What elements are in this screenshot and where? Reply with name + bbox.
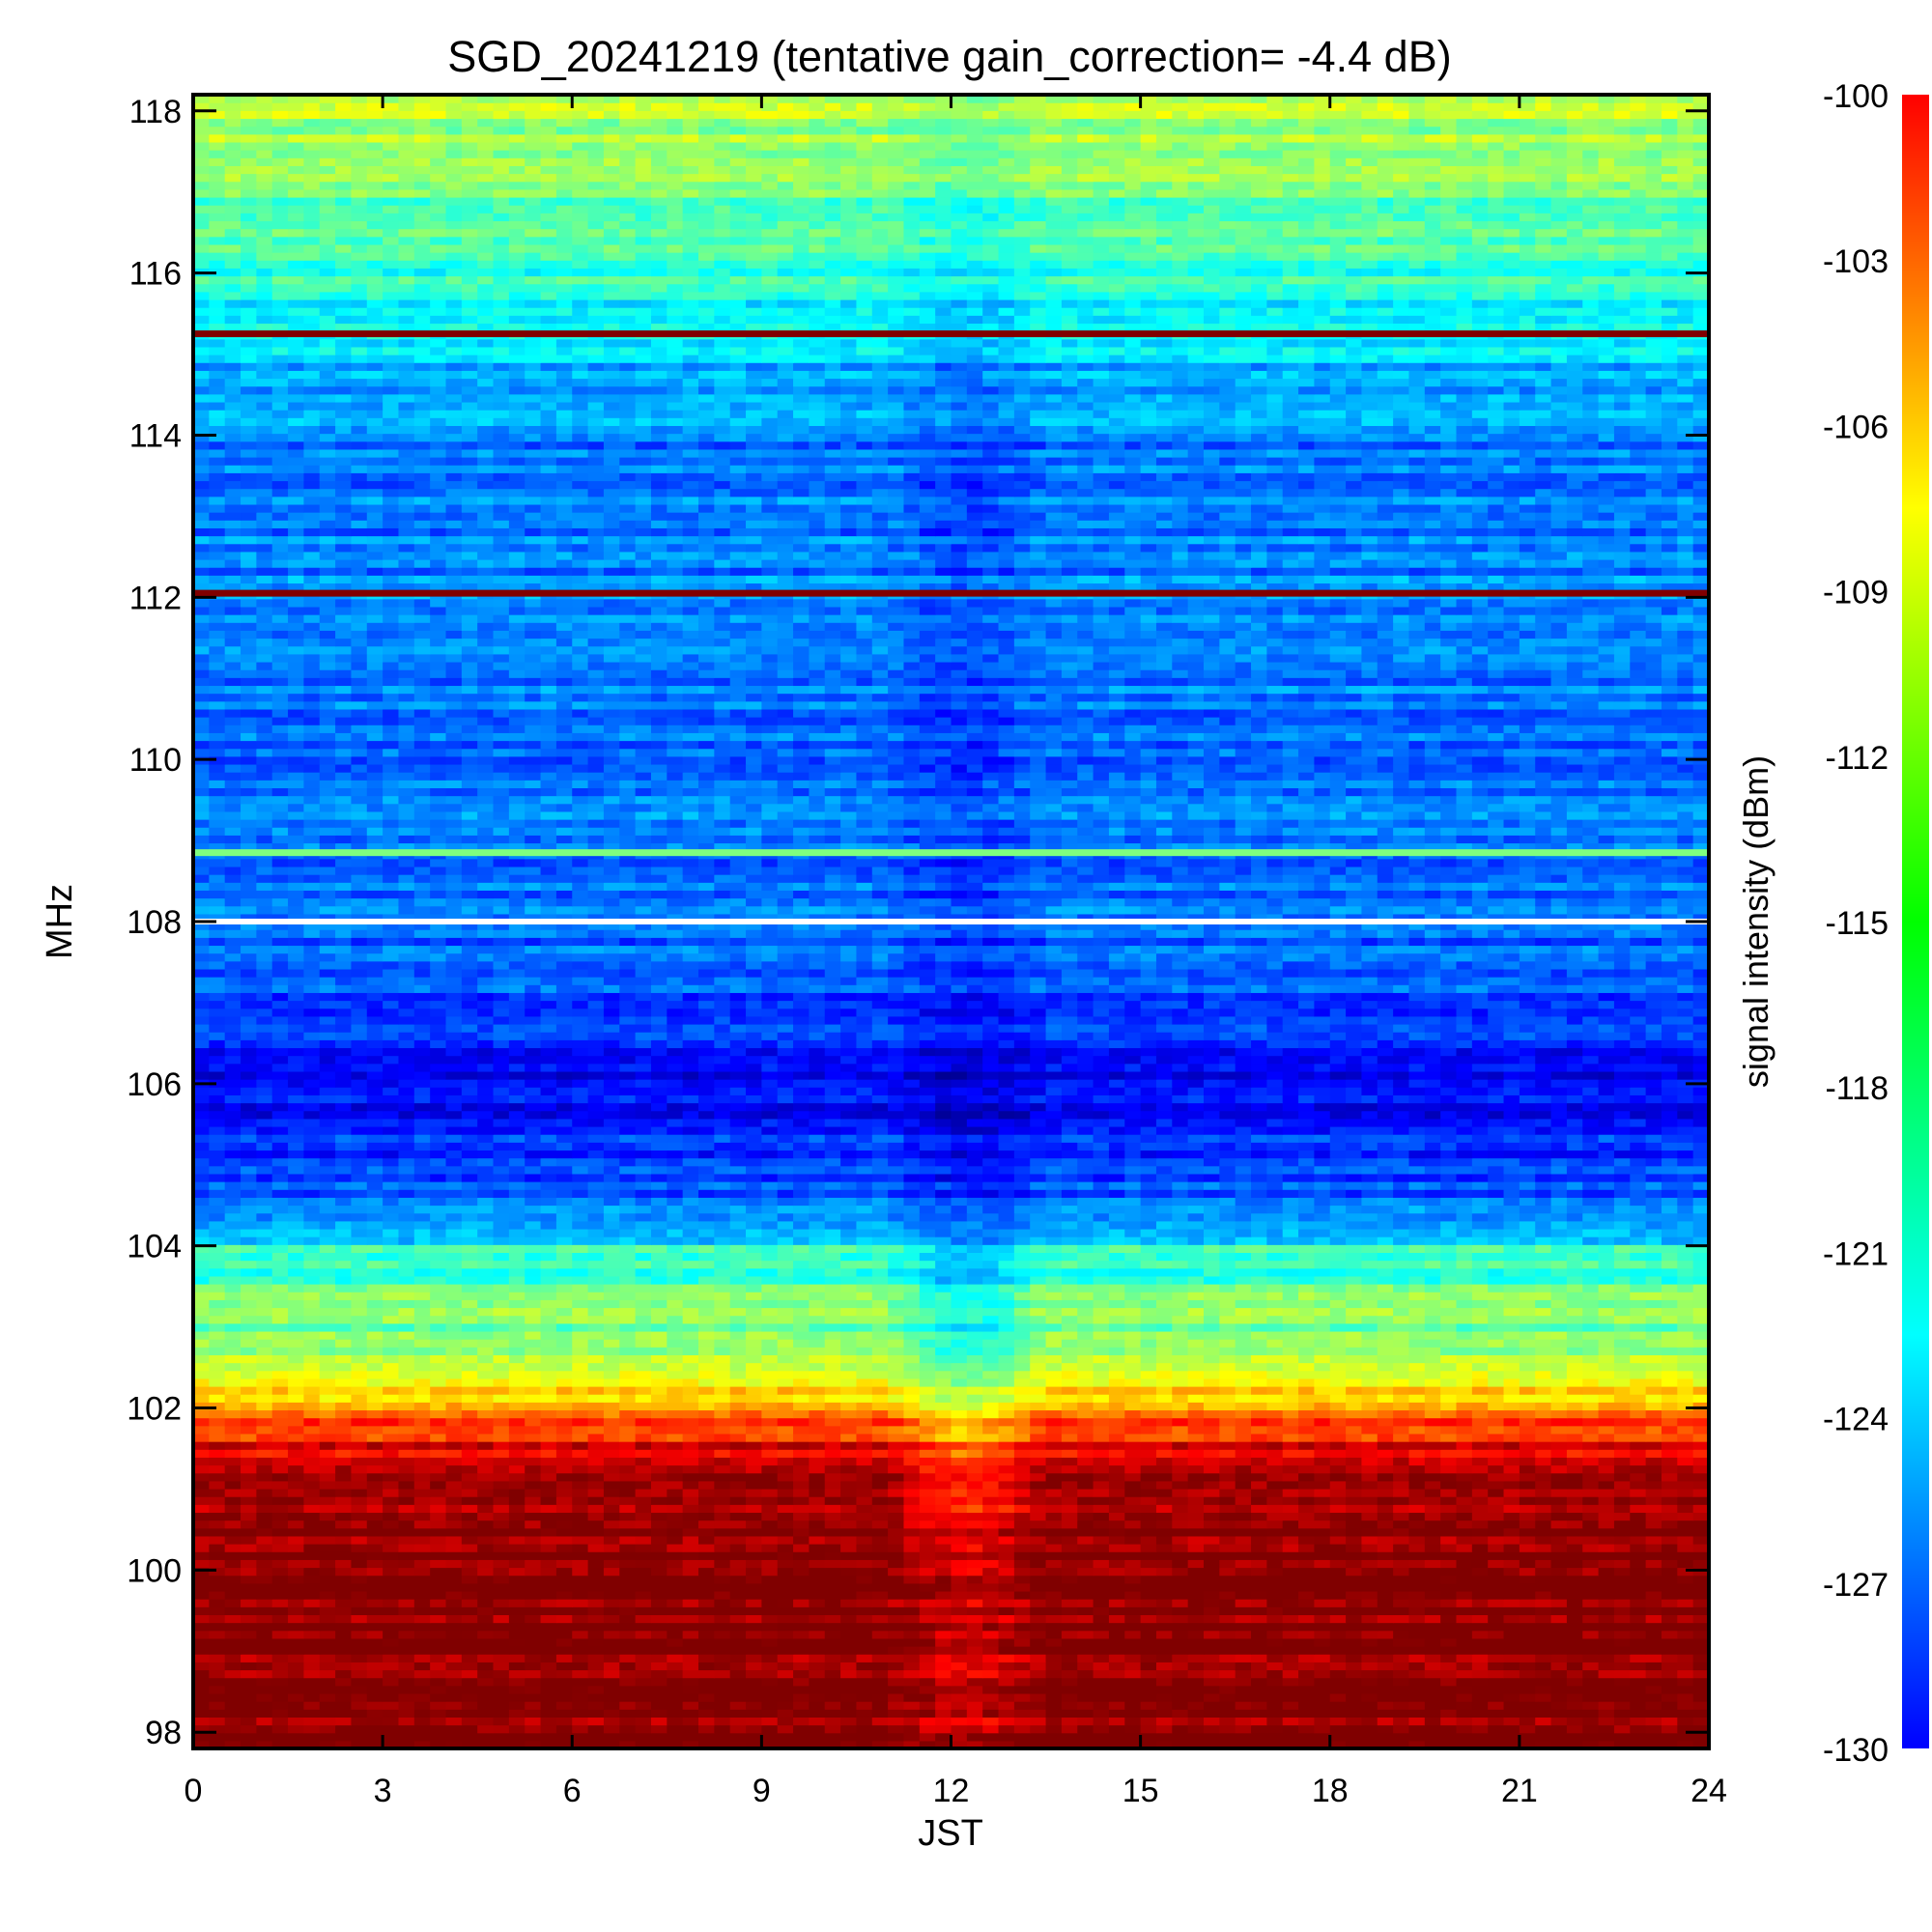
y-axis: 98 100 102 104 106 108 110 112 114 116 118 (127, 94, 1709, 1751)
colorbar-tick-label: -115 (1825, 905, 1889, 942)
y-tick-label: 110 (129, 742, 182, 779)
persistent-line (193, 589, 1709, 597)
chart-title: SGD_20241219 (tentative gain_correction=… (447, 32, 1451, 81)
x-tick-label: 3 (374, 1773, 392, 1809)
y-tick-label: 114 (129, 417, 182, 454)
y-tick-label: 108 (127, 904, 182, 941)
y-tick-label: 118 (129, 94, 182, 130)
colorbar-ticks: -100 -103 -106 -109 -112 -115 -118 -121 -124 -127… (1823, 78, 1889, 1769)
x-axis-label: JST (918, 1813, 983, 1854)
colorbar-tick-label: -130 (1823, 1732, 1889, 1769)
colorbar-tick-label: -109 (1823, 575, 1889, 611)
colorbar-label: signal intensity (dBm) (1736, 755, 1776, 1088)
y-tick-label: 106 (127, 1066, 182, 1103)
x-tick-label: 9 (753, 1773, 771, 1809)
y-tick-label: 100 (127, 1552, 182, 1589)
y-tick-label: 116 (129, 256, 182, 293)
persistent-lines (193, 330, 1709, 924)
y-axis-label: MHz (40, 884, 80, 959)
colorbar-tick-label: -100 (1823, 78, 1889, 115)
colorbar (1902, 95, 1929, 1748)
colorbar-tick-label: -106 (1823, 409, 1889, 445)
colorbar-tick-label: -118 (1825, 1070, 1889, 1107)
y-tick-label: 98 (145, 1715, 182, 1751)
y-tick-label: 104 (127, 1229, 182, 1265)
colorbar-tick-label: -121 (1823, 1236, 1889, 1272)
x-tick-label: 24 (1690, 1773, 1727, 1809)
y-tick-label: 112 (129, 580, 182, 616)
x-axis: 0 3 6 9 12 15 18 21 24 (185, 95, 1727, 1809)
x-tick-label: 18 (1312, 1773, 1349, 1809)
colorbar-tick-label: -103 (1823, 243, 1889, 280)
x-tick-label: 15 (1122, 1773, 1159, 1809)
frequency-gap (193, 919, 1709, 924)
persistent-line (193, 849, 1709, 857)
colorbar-tick-label: -127 (1823, 1567, 1889, 1604)
y-tick-label: 102 (127, 1391, 182, 1428)
colorbar-tick-label: -112 (1825, 740, 1889, 777)
x-tick-label: 12 (933, 1773, 970, 1809)
x-tick-label: 0 (185, 1773, 203, 1809)
colorbar-tick-label: -124 (1823, 1402, 1889, 1438)
x-tick-label: 6 (563, 1773, 582, 1809)
x-tick-label: 21 (1501, 1773, 1538, 1809)
persistent-line (193, 330, 1709, 338)
